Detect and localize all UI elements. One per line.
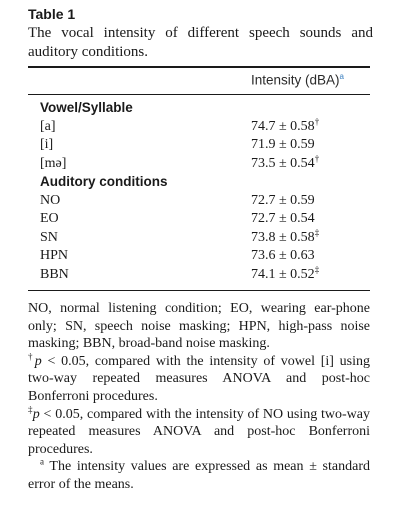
top-rule [28, 66, 370, 68]
table-row: [i] 71.9 ± 0.59 [40, 136, 370, 155]
value-text: 72.7 ± 0.54 [251, 211, 315, 226]
row-value: 73.8 ± 0.58‡ [251, 226, 320, 248]
section-heading: Auditory conditions [40, 173, 370, 192]
value-text: 73.8 ± 0.58 [251, 229, 315, 245]
value-mark: † [314, 152, 320, 163]
table-row: [a] 74.7 ± 0.58† [40, 115, 370, 137]
row-label: NO [40, 192, 61, 208]
column-header-text: Intensity (dBA) [251, 72, 340, 88]
row-label: [mə] [40, 155, 67, 171]
row-label: BBN [40, 266, 69, 282]
double-dagger-footnote: ‡p < 0.05, compared with the intensity o… [28, 403, 371, 459]
dagger-text: < 0.05, compared with the intensity of v… [28, 353, 371, 404]
table-row: EO 72.7 ± 0.54 [40, 210, 370, 229]
dagger-footnote: †p < 0.05, compared with the intensity o… [28, 351, 371, 406]
row-value: 73.6 ± 0.63 [251, 247, 315, 266]
double-dagger-text: < 0.05, compared with the intensity of N… [28, 406, 371, 457]
a-mark: a [40, 456, 44, 467]
row-value: 72.7 ± 0.59 [251, 192, 315, 211]
value-mark: ‡ [314, 263, 320, 274]
double-dagger-mark: ‡ [28, 403, 33, 414]
row-value: 73.5 ± 0.54† [251, 152, 320, 174]
bottom-rule [28, 290, 370, 291]
row-value: 74.1 ± 0.52‡ [251, 263, 320, 285]
value-text: 72.7 ± 0.59 [251, 192, 315, 208]
double-dagger-p-symbol: p [32, 406, 40, 422]
table-row: HPN 73.6 ± 0.63 [40, 247, 370, 266]
dagger-mark: † [28, 351, 35, 362]
value-text: 74.7 ± 0.58 [251, 118, 315, 134]
a-footnote: a The intensity values are expressed as … [28, 456, 370, 493]
row-label: HPN [40, 248, 69, 263]
column-header: Intensity (dBA)a [251, 72, 344, 88]
table-footnotes: NO, normal listening condition; EO, wear… [28, 300, 370, 494]
value-text: 74.1 ± 0.52 [251, 266, 315, 282]
row-label: SN [40, 229, 58, 245]
row-value: 72.7 ± 0.54 [251, 210, 315, 229]
abbreviations-note: NO, normal listening condition; EO, wear… [28, 301, 370, 352]
table-row: [mə] 73.5 ± 0.54† [40, 152, 370, 174]
section-heading: Vowel/Syllable [40, 99, 370, 118]
section-title: Vowel/Syllable [40, 100, 133, 115]
table-caption: The vocal intensity of different speech … [28, 25, 373, 60]
value-text: 73.6 ± 0.63 [251, 248, 315, 263]
table-row: BBN 74.1 ± 0.52‡ [40, 263, 370, 285]
row-value: 74.7 ± 0.58† [251, 115, 320, 137]
row-label: EO [40, 211, 59, 226]
column-header-mark: a [339, 72, 344, 81]
table-body: Vowel/Syllable [a] 74.7 ± 0.58† [i] 71.9 ±… [40, 99, 370, 284]
value-mark: † [314, 115, 320, 126]
value-text: 73.5 ± 0.54 [251, 155, 315, 171]
row-label: [i] [40, 137, 54, 152]
table-row: NO 72.7 ± 0.59 [40, 192, 370, 211]
table-label: Table 1 [28, 6, 76, 22]
section-title: Auditory conditions [40, 174, 168, 189]
header-rule [28, 94, 370, 95]
table-row: SN 73.8 ± 0.58‡ [40, 226, 370, 248]
value-mark: ‡ [314, 226, 320, 237]
dagger-p-symbol: p [34, 353, 42, 369]
row-value: 71.9 ± 0.59 [251, 136, 315, 155]
row-label: [a] [40, 118, 56, 134]
value-text: 71.9 ± 0.59 [251, 137, 315, 152]
a-text: The intensity values are expressed as me… [28, 459, 370, 492]
